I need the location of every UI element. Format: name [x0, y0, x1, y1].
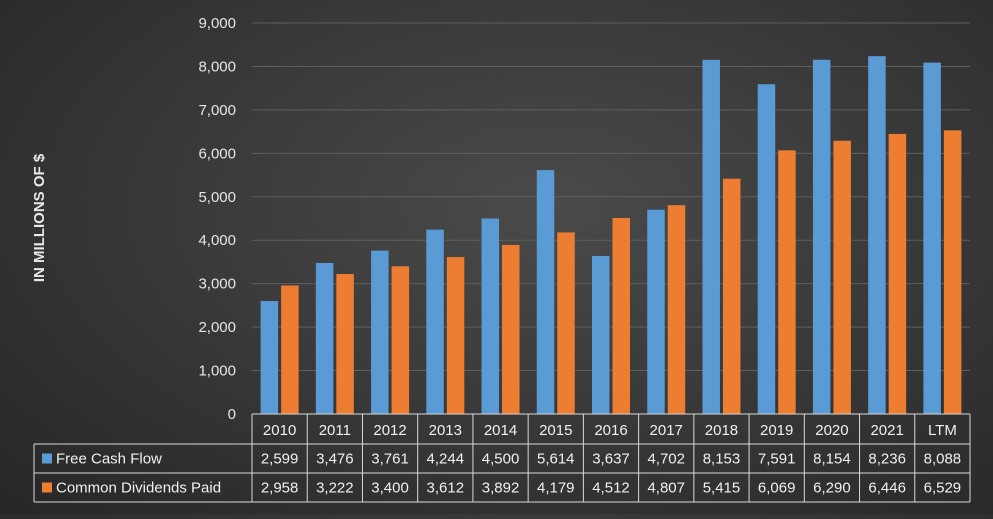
- free-cash-flow-bar: [702, 59, 720, 414]
- x-category-label: 2019: [760, 422, 793, 439]
- dividends-bar: [612, 217, 630, 414]
- x-category-label: 2014: [484, 422, 517, 439]
- dividends-bar: [446, 257, 465, 414]
- data-label: 4,702: [647, 451, 685, 468]
- dividends-bar: [391, 266, 410, 414]
- data-label: 8,153: [703, 451, 741, 468]
- free-cash-flow-bar: [812, 59, 831, 415]
- x-category-label: 2012: [373, 422, 406, 439]
- free-cash-flow-bar: [757, 84, 776, 414]
- y-tick-label: 9,000: [198, 15, 236, 32]
- data-label: 4,807: [647, 480, 685, 497]
- dividends-bar: [667, 205, 686, 414]
- free-cash-flow-bar: [371, 250, 389, 414]
- x-category-label: 2011: [319, 422, 351, 439]
- data-label: 4,512: [592, 480, 630, 497]
- free-cash-flow-bar: [923, 62, 941, 414]
- x-category-label: 2018: [705, 422, 738, 439]
- data-label: 3,222: [316, 480, 354, 497]
- y-tick-label: 2,000: [198, 319, 236, 336]
- y-axis-title: IN MILLIONS OF $: [31, 153, 48, 282]
- y-tick-label: 8,000: [198, 58, 236, 75]
- data-label: 8,236: [868, 451, 906, 468]
- x-category-label: LTM: [928, 422, 957, 439]
- dividends-bar: [557, 232, 575, 414]
- y-tick-label: 5,000: [198, 189, 236, 206]
- x-category-label: 2016: [594, 422, 627, 439]
- data-label: 3,400: [371, 480, 409, 497]
- x-category-label: 2010: [263, 422, 296, 439]
- data-label: 7,591: [758, 451, 796, 468]
- x-category-label: 2015: [539, 422, 572, 439]
- bars: [260, 56, 962, 415]
- dividends-bar: [833, 140, 851, 415]
- data-label: 2,958: [261, 480, 299, 497]
- x-category-label: 2017: [650, 422, 683, 439]
- legend-swatch: [42, 482, 52, 493]
- data-label: 4,500: [482, 451, 520, 468]
- data-label: 3,612: [427, 480, 465, 497]
- y-tick-label: 0: [228, 406, 236, 423]
- data-label: 3,637: [592, 451, 630, 468]
- data-label: 4,179: [537, 480, 575, 497]
- data-label: 8,154: [813, 451, 851, 468]
- free-cash-flow-bar: [315, 262, 334, 414]
- dividends-bar: [502, 244, 520, 414]
- y-tick-label: 6,000: [198, 145, 236, 162]
- free-cash-flow-bar: [481, 218, 500, 414]
- data-label: 4,244: [427, 451, 465, 468]
- data-label: 3,892: [482, 480, 520, 497]
- legend-label: Common Dividends Paid: [56, 480, 221, 497]
- x-category-label: 2013: [429, 422, 462, 439]
- free-cash-flow-bar: [426, 229, 444, 414]
- data-label: 3,761: [371, 451, 409, 468]
- y-tick-label: 3,000: [198, 276, 236, 293]
- legend-label: Free Cash Flow: [56, 451, 162, 468]
- data-label: 6,529: [924, 480, 962, 497]
- dividends-bar: [778, 150, 796, 414]
- y-axis-ticks: 0 1,000 2,000 3,000 4,000 5,000 6,000 7,000 8,00…: [198, 15, 236, 423]
- data-label: 5,415: [703, 480, 741, 497]
- data-table: 2010 2011 2012 2013 2014 2015 2016 2017 2018 2019…: [33, 413, 971, 503]
- data-label: 6,446: [868, 480, 906, 497]
- data-label: 3,476: [316, 451, 354, 468]
- free-cash-flow-bar: [260, 301, 279, 414]
- y-tick-label: 4,000: [198, 232, 236, 249]
- gridlines: [252, 22, 970, 415]
- dividends-bar: [722, 178, 741, 414]
- dividends-bar: [281, 285, 299, 414]
- y-tick-label: 1,000: [198, 363, 236, 380]
- data-label: 6,069: [758, 480, 796, 497]
- free-cash-flow-bar: [647, 209, 665, 414]
- dividends-bar: [336, 274, 354, 414]
- legend-swatch: [42, 453, 52, 464]
- data-label: 2,599: [261, 451, 299, 468]
- data-label: 6,290: [813, 480, 851, 497]
- x-category-label: 2020: [815, 422, 848, 439]
- data-label: 5,614: [537, 451, 575, 468]
- data-label: 8,088: [924, 451, 962, 468]
- dividends-bar: [888, 133, 907, 415]
- free-cash-flow-bar: [536, 170, 555, 414]
- free-cash-flow-bar: [592, 255, 610, 414]
- free-cash-flow-bar: [868, 56, 886, 414]
- y-tick-label: 7,000: [198, 102, 236, 119]
- x-category-label: 2021: [870, 422, 903, 439]
- dividends-bar: [943, 130, 962, 414]
